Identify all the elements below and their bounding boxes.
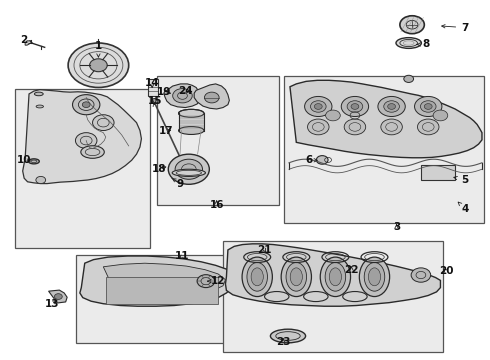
Polygon shape [194, 84, 229, 109]
Ellipse shape [242, 257, 272, 297]
Circle shape [417, 119, 439, 135]
Text: 11: 11 [175, 251, 190, 261]
Text: 2: 2 [21, 35, 33, 45]
Polygon shape [49, 290, 67, 303]
Bar [15, 89, 150, 248]
Circle shape [344, 119, 366, 135]
Bar [178, 113, 204, 131]
Bar [284, 76, 485, 223]
Text: 14: 14 [145, 78, 159, 88]
Text: 15: 15 [147, 96, 162, 106]
Circle shape [381, 119, 402, 135]
Ellipse shape [359, 257, 390, 297]
Polygon shape [164, 84, 200, 108]
Text: 5: 5 [454, 175, 468, 185]
Circle shape [54, 294, 62, 300]
Circle shape [384, 101, 399, 112]
Ellipse shape [368, 268, 381, 286]
Circle shape [75, 133, 97, 148]
Circle shape [73, 95, 100, 115]
Polygon shape [290, 80, 482, 158]
Circle shape [347, 101, 363, 112]
Circle shape [400, 16, 424, 34]
Circle shape [317, 156, 328, 164]
Circle shape [36, 176, 46, 184]
Ellipse shape [290, 268, 302, 286]
Ellipse shape [270, 329, 306, 343]
Ellipse shape [325, 262, 345, 291]
Text: 4: 4 [458, 202, 468, 214]
Text: 7: 7 [441, 23, 468, 33]
Circle shape [424, 104, 432, 109]
Text: 20: 20 [439, 266, 454, 276]
Circle shape [204, 92, 219, 103]
Bar [223, 241, 443, 352]
Text: 1: 1 [95, 41, 102, 57]
Text: 10: 10 [17, 155, 31, 165]
Text: 18: 18 [152, 164, 167, 174]
Circle shape [168, 154, 209, 184]
Circle shape [151, 99, 158, 104]
Ellipse shape [286, 262, 307, 291]
Ellipse shape [320, 257, 350, 297]
Bar [76, 255, 240, 343]
Ellipse shape [329, 268, 342, 286]
Circle shape [326, 110, 340, 121]
Text: 21: 21 [257, 245, 272, 255]
Text: 6: 6 [306, 155, 318, 165]
Circle shape [341, 96, 368, 117]
Bar [157, 76, 279, 205]
Text: 23: 23 [276, 337, 291, 347]
Text: 3: 3 [393, 222, 400, 232]
Polygon shape [103, 263, 225, 299]
Circle shape [378, 96, 405, 117]
Ellipse shape [281, 257, 312, 297]
Text: 8: 8 [416, 40, 429, 49]
Circle shape [388, 104, 395, 109]
Text: 16: 16 [209, 200, 224, 210]
Circle shape [90, 59, 107, 72]
Circle shape [420, 101, 436, 112]
Ellipse shape [28, 159, 39, 164]
Circle shape [433, 110, 448, 121]
Ellipse shape [81, 146, 104, 158]
Circle shape [311, 101, 326, 112]
Circle shape [175, 159, 202, 179]
Ellipse shape [34, 92, 43, 96]
Text: 12: 12 [208, 276, 225, 286]
Bar [421, 165, 455, 180]
Polygon shape [23, 90, 142, 184]
Text: 17: 17 [159, 126, 173, 135]
Bar [106, 277, 218, 304]
Circle shape [172, 89, 192, 103]
Circle shape [411, 268, 431, 282]
Bar [148, 78, 158, 96]
Text: 13: 13 [45, 299, 59, 309]
Circle shape [315, 104, 322, 109]
Ellipse shape [178, 109, 204, 117]
Ellipse shape [251, 268, 263, 286]
Polygon shape [80, 256, 235, 306]
Circle shape [82, 102, 90, 108]
Ellipse shape [364, 262, 385, 291]
Polygon shape [25, 41, 31, 45]
Text: 24: 24 [178, 86, 193, 96]
Circle shape [93, 115, 114, 131]
Text: 19: 19 [157, 87, 171, 97]
Ellipse shape [396, 38, 421, 48]
Ellipse shape [178, 127, 204, 134]
Circle shape [404, 75, 414, 82]
Circle shape [197, 275, 215, 288]
Polygon shape [225, 244, 441, 306]
Circle shape [415, 96, 442, 117]
Text: 22: 22 [344, 265, 359, 275]
Text: 9: 9 [172, 178, 184, 189]
Circle shape [305, 96, 332, 117]
Circle shape [68, 43, 129, 87]
Ellipse shape [172, 169, 205, 176]
Circle shape [308, 119, 329, 135]
Ellipse shape [36, 105, 44, 108]
Circle shape [351, 104, 359, 109]
Ellipse shape [247, 262, 268, 291]
